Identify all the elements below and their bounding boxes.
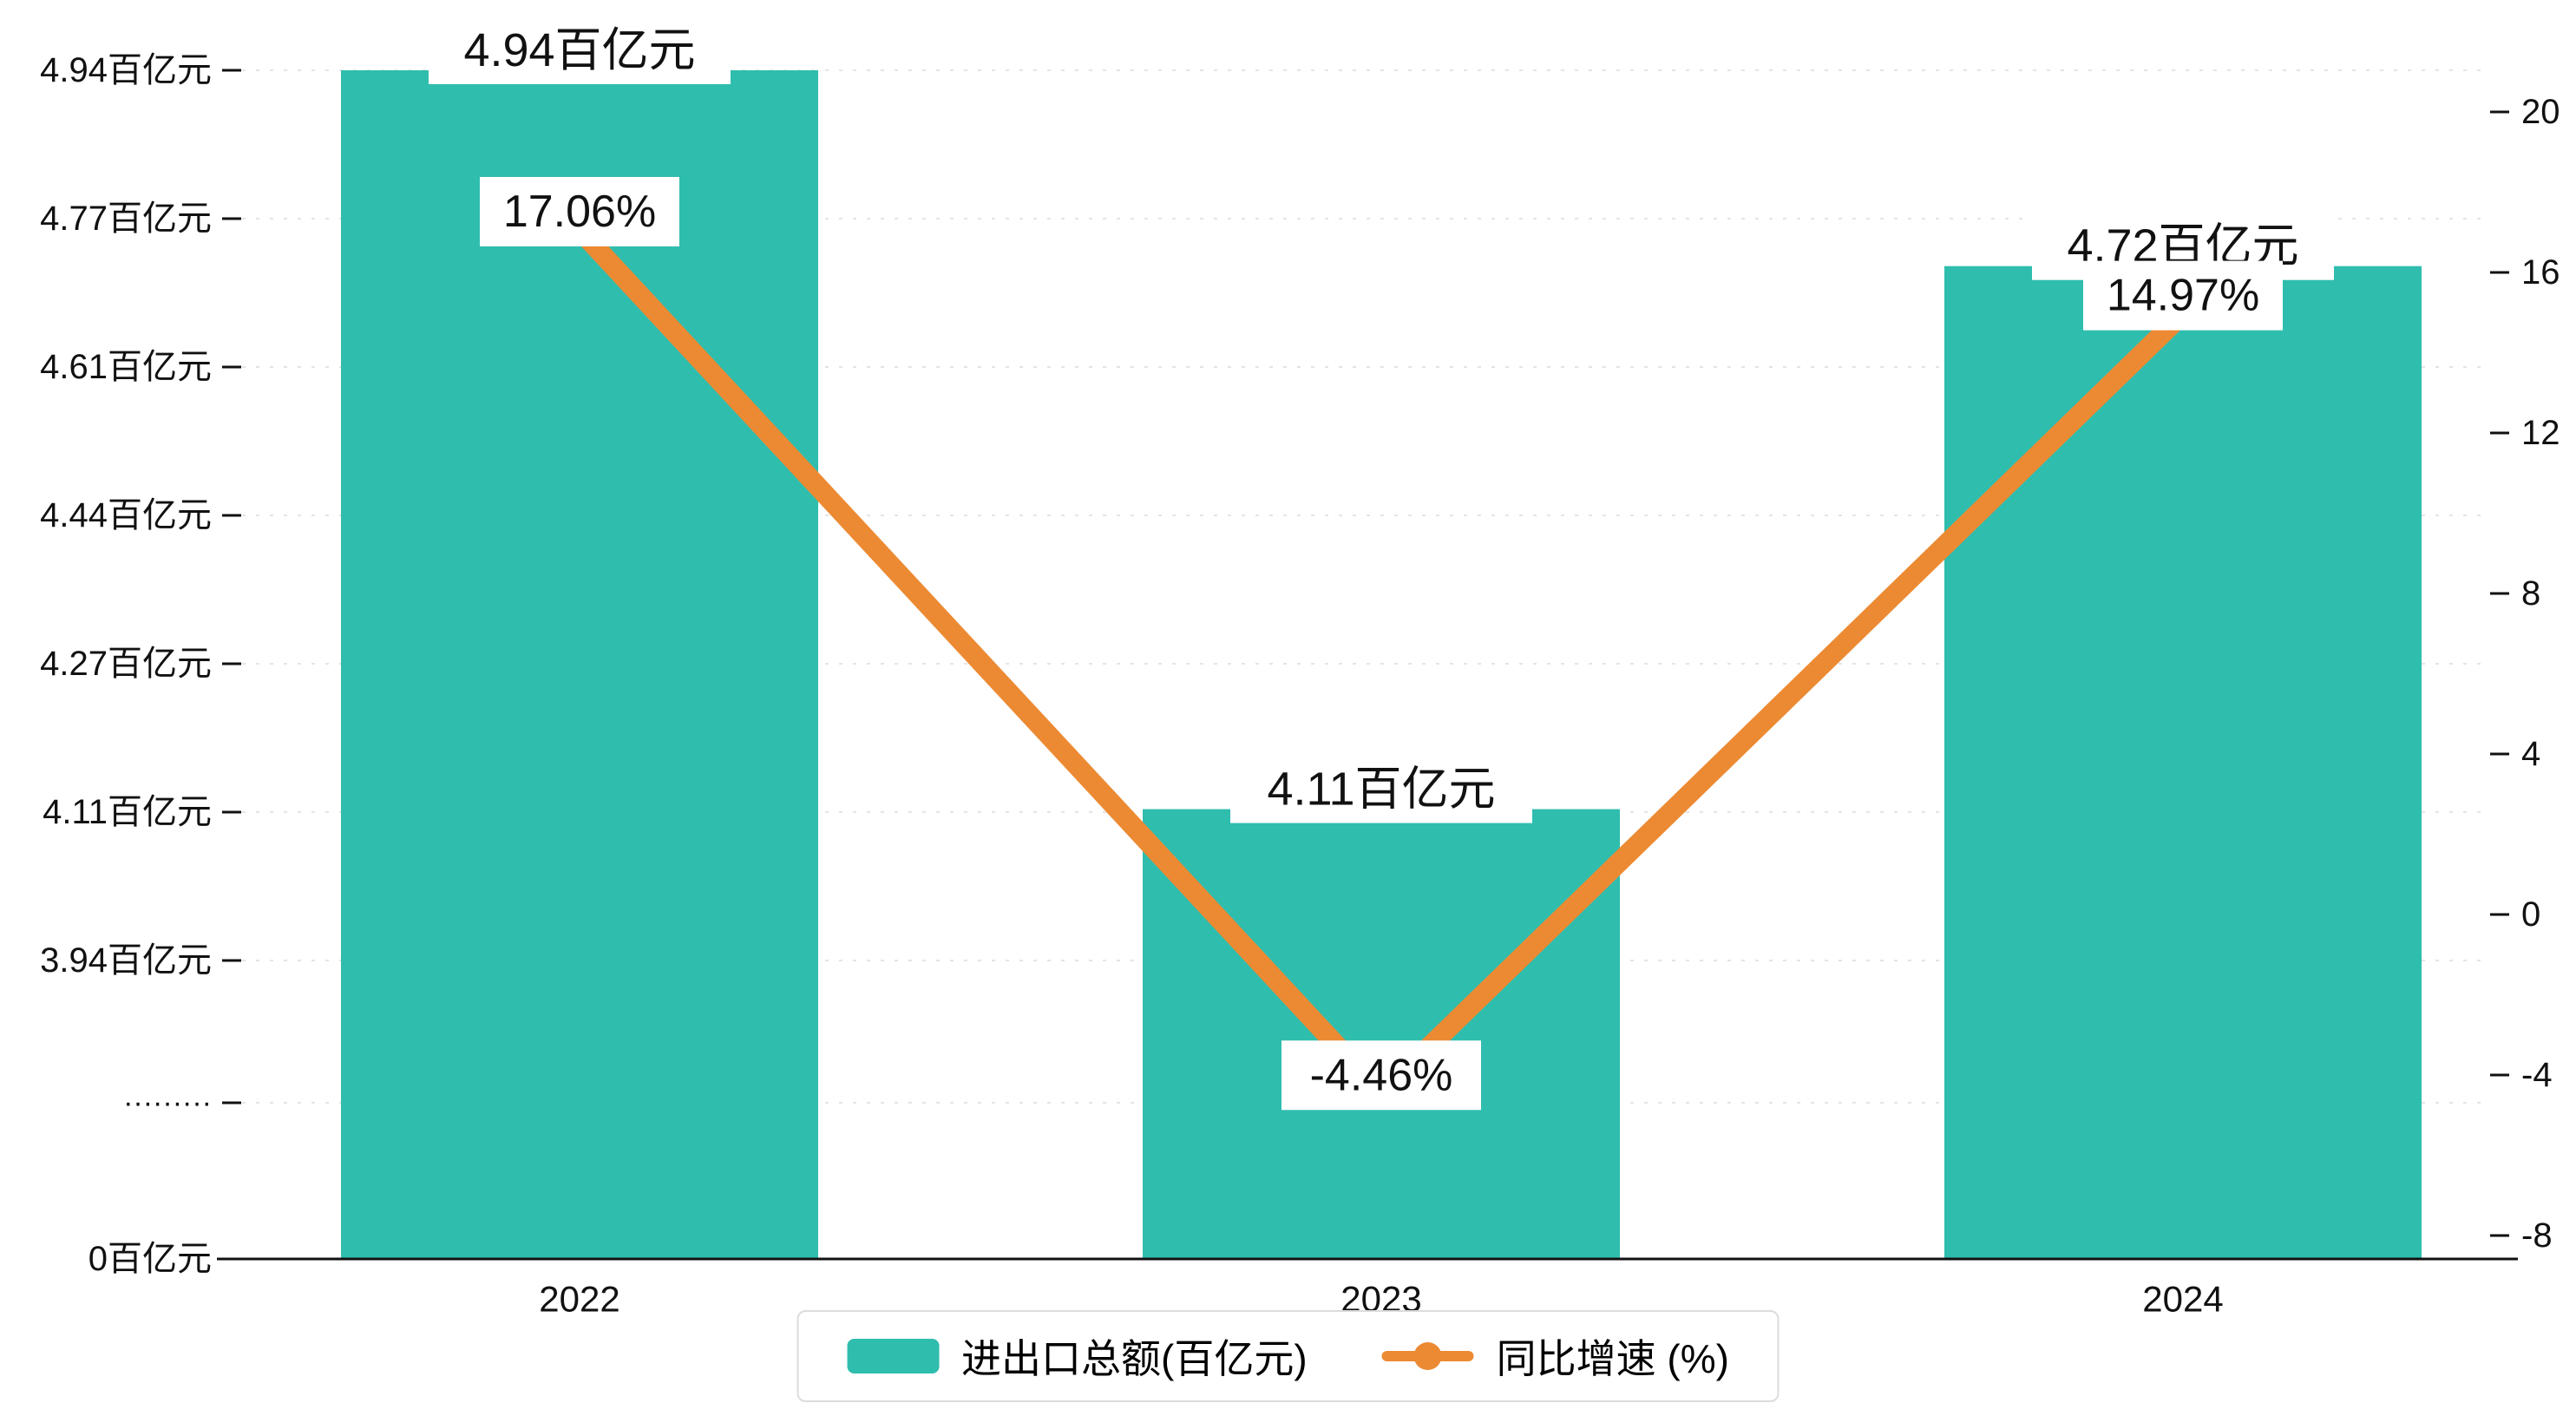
line-value-label: -4.46% xyxy=(1310,1050,1453,1100)
line-dot-marker-icon xyxy=(1413,1342,1442,1370)
left-axis-label: 4.27百亿元 xyxy=(40,645,212,683)
left-axis-label: 4.61百亿元 xyxy=(40,348,212,386)
bar-2024 xyxy=(1944,266,2422,1260)
x-axis-label: 2024 xyxy=(2142,1279,2223,1320)
right-axis-label: 20 xyxy=(2521,93,2560,131)
line-value-label-box xyxy=(480,176,679,246)
bar-2022 xyxy=(341,70,818,1259)
right-axis-label: -4 xyxy=(2521,1056,2553,1094)
bar-value-label: 4.11百亿元 xyxy=(1267,764,1495,816)
legend-label-line: 同比增速 (%) xyxy=(1496,1336,1729,1381)
bar-value-label: 4.94百亿元 xyxy=(463,24,695,76)
right-axis-label: 4 xyxy=(2521,735,2540,773)
line-value-label-box xyxy=(1281,1040,1481,1111)
left-axis-label: 4.44百亿元 xyxy=(40,496,212,534)
bar-value-label-box xyxy=(429,16,731,84)
line-value-label: 17.06% xyxy=(503,187,656,237)
bar-value-label-box xyxy=(1230,755,1532,823)
line-dot-swatch-icon xyxy=(1381,1342,1474,1370)
line-value-label-box xyxy=(2083,260,2283,331)
legend-item-bar[interactable]: 进出口总额(百亿元) xyxy=(847,1328,1308,1385)
left-axis-break-label: ········· xyxy=(123,1086,212,1119)
legend: 进出口总额(百亿元) 同比增速 (%) xyxy=(796,1310,1780,1402)
bar-2023 xyxy=(1143,809,1620,1259)
left-axis-label: 4.11百亿元 xyxy=(43,793,212,831)
right-axis-label: 16 xyxy=(2521,253,2560,292)
right-axis-label: 12 xyxy=(2521,414,2560,452)
left-axis-label: 3.94百亿元 xyxy=(40,941,212,980)
line-value-label: 14.97% xyxy=(2107,271,2259,321)
right-axis-label: -8 xyxy=(2521,1216,2553,1255)
right-axis-label: 8 xyxy=(2521,574,2540,613)
right-axis-label: 0 xyxy=(2521,895,2540,934)
legend-label-bar: 进出口总额(百亿元) xyxy=(961,1336,1308,1381)
left-axis-label: 4.77百亿元 xyxy=(40,200,212,238)
left-axis-label: 0百亿元 xyxy=(88,1240,212,1278)
x-axis-label: 2022 xyxy=(539,1279,619,1320)
bar-swatch-icon xyxy=(847,1339,940,1373)
left-axis-label: 4.94百亿元 xyxy=(40,51,212,89)
legend-item-line[interactable]: 同比增速 (%) xyxy=(1381,1328,1729,1385)
